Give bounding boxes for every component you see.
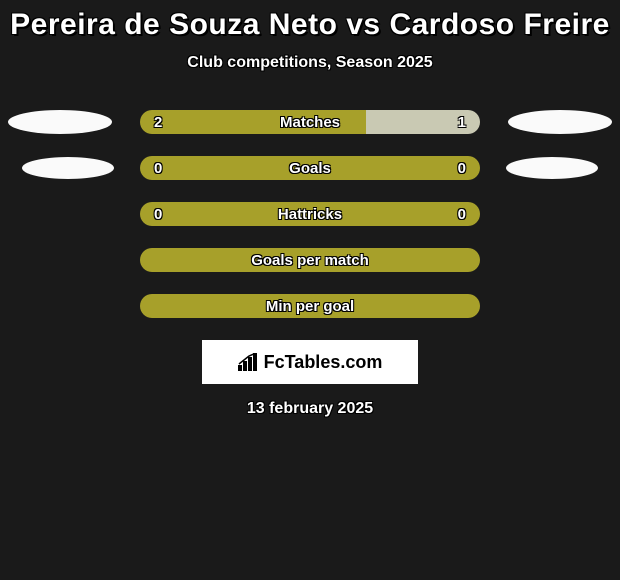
stat-value-right: 0	[310, 202, 480, 226]
logo-box: FcTables.com	[202, 340, 418, 384]
stat-bar-wrap: 21Matches	[140, 110, 480, 134]
logo-text: FcTables.com	[264, 352, 383, 373]
stat-row: 00Hattricks	[0, 202, 620, 226]
player-marker-right	[506, 157, 598, 179]
stat-value-right: 1	[366, 110, 480, 134]
stat-bar-wrap: Min per goal	[140, 294, 480, 318]
stat-value-right: 0	[310, 156, 480, 180]
comparison-infographic: Pereira de Souza Neto vs Cardoso Freire …	[0, 0, 620, 418]
date-label: 13 february 2025	[247, 400, 373, 418]
stat-row: 00Goals	[0, 156, 620, 180]
page-title: Pereira de Souza Neto vs Cardoso Freire	[10, 8, 610, 42]
stat-row: Goals per match	[0, 248, 620, 272]
stat-rows: 21Matches 00Goals 00Hattricks Goals per mat…	[0, 110, 620, 318]
stat-bar-wrap: Goals per match	[140, 248, 480, 272]
stat-bar-wrap: 00Hattricks	[140, 202, 480, 226]
stat-row: Min per goal	[0, 294, 620, 318]
stat-bar-label: Goals per match	[140, 248, 480, 272]
bar-chart-icon	[238, 353, 260, 371]
stat-bar-wrap: 00Goals	[140, 156, 480, 180]
stat-row: 21Matches	[0, 110, 620, 134]
stat-value-left: 0	[140, 156, 310, 180]
stat-value-left: 2	[140, 110, 366, 134]
page-subtitle: Club competitions, Season 2025	[187, 54, 432, 72]
stat-value-left: 0	[140, 202, 310, 226]
player-marker-left	[8, 110, 112, 134]
player-marker-left	[22, 157, 114, 179]
stat-bar-label: Min per goal	[140, 294, 480, 318]
player-marker-right	[508, 110, 612, 134]
